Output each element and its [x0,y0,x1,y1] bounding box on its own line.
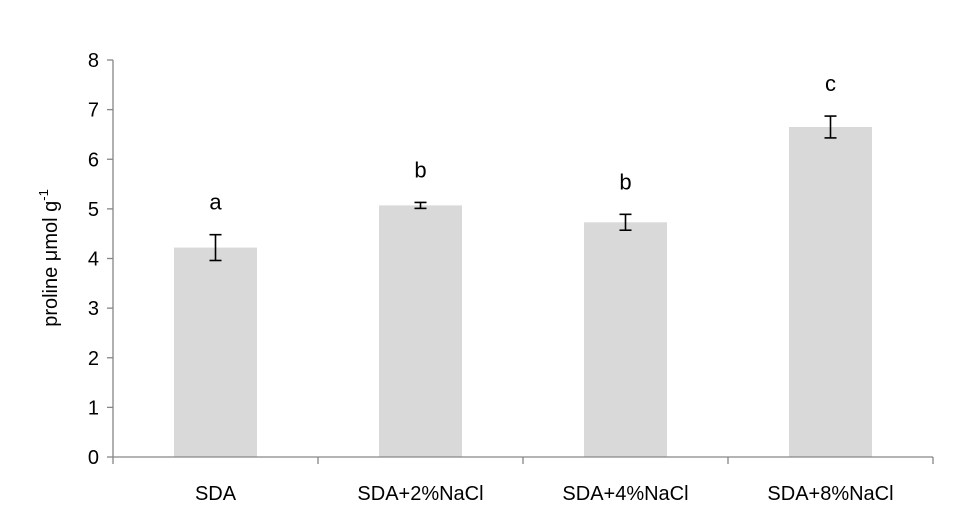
y-tick-label: 0 [88,447,99,469]
bar-1 [174,247,257,457]
y-tick-label: 1 [88,397,99,419]
significance-label: b [414,157,426,182]
y-tick-label: 7 [88,100,99,122]
significance-labels-group: a b b c [209,71,836,215]
bar-4 [789,126,872,458]
error-bar-3 [619,213,632,232]
y-axis-title-text: proline μmol g [40,201,62,327]
significance-label: a [209,190,222,215]
category-labels-group: SDA SDA+2%NaCl SDA+4%NaCl SDA+8%NaCl [195,483,894,505]
error-bar-4 [824,115,837,139]
category-label: SDA [195,483,237,505]
bar-3 [584,222,667,457]
y-axis-title: proline μmol g-1 [36,189,62,327]
x-ticks-group [112,457,934,464]
significance-label: c [825,71,836,96]
category-label: SDA+4%NaCl [562,483,688,505]
error-bar-2 [414,201,427,210]
y-tick-label: 4 [88,249,99,271]
significance-label: b [619,169,631,194]
y-ticks-group: 0 1 2 3 4 5 6 7 8 [88,50,113,469]
y-tick-label: 6 [88,149,99,171]
y-tick-label: 8 [88,50,99,72]
bars-group [174,126,872,458]
y-tick-label: 3 [88,298,99,320]
category-label: SDA+2%NaCl [357,483,483,505]
y-tick-label: 5 [88,199,99,221]
y-tick-label: 2 [88,348,99,370]
category-label: SDA+8%NaCl [767,483,893,505]
error-bar-1 [209,233,222,262]
bar-2 [379,205,462,457]
error-bars-group [209,115,837,262]
y-axis-title-superscript: -1 [36,189,51,201]
